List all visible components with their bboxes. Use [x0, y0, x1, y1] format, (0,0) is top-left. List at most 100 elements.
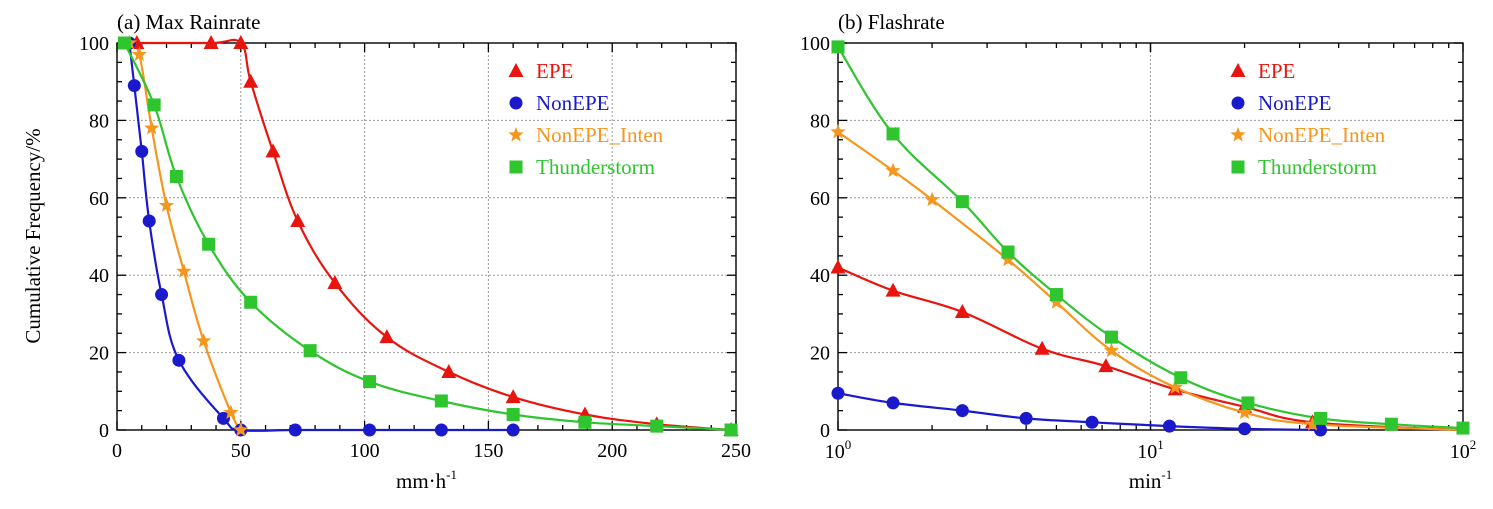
x-axis-label-exponent: -1: [1161, 467, 1172, 482]
panel-b-data-point-thunderstorm: [1001, 245, 1015, 259]
panel-a-data-point-nonepe: [434, 423, 448, 437]
panel-b-x-tick-label: 102: [1450, 437, 1477, 463]
x-tick-base: 10: [825, 441, 845, 463]
panel-b-data-point-nonepe_inten: [1237, 404, 1253, 420]
panel-a-data-point-nonepe: [142, 214, 156, 228]
panel-a-data-point-epe: [379, 329, 395, 344]
panel-b-legend-marker-epe: [1230, 63, 1246, 77]
panel-a-series-line-thunderstorm: [123, 42, 732, 432]
panel-a-data-point-epe: [327, 274, 343, 289]
panel-b-series-line-nonepe_inten: [837, 131, 1464, 432]
panel-a-data-point-epe: [290, 213, 306, 228]
panel-a-x-tick-label: 250: [721, 440, 751, 462]
panel-b-legend-marker-thunderstorm: [1231, 160, 1245, 174]
panel-a-data-point-nonepe: [216, 411, 230, 425]
panel-b-data-point-nonepe_inten: [924, 191, 940, 207]
panel-b-data-point-nonepe: [1019, 411, 1033, 425]
panel-a-data-point-thunderstorm: [147, 98, 161, 112]
panel-a-data-point-thunderstorm: [506, 408, 520, 422]
panel-b-data-point-epe: [830, 259, 846, 274]
panel-b-legend-marker-nonepe: [1231, 96, 1245, 110]
panel-a-data-point-nonepe_inten: [158, 197, 175, 212]
panel-a-x-tick-label: 200: [597, 440, 627, 462]
panel-a-title: (a) Max Rainrate: [117, 10, 260, 34]
panel-b-x-tick-label: 101: [1137, 437, 1164, 463]
panel-a-legend-label-thunderstorm: Thunderstorm: [536, 155, 655, 179]
panel-b-data-point-nonepe: [1238, 422, 1252, 436]
panel-a-data-point-epe: [233, 35, 249, 49]
panel-a-data-point-epe: [265, 143, 281, 158]
x-tick-base: 10: [1450, 441, 1470, 463]
panel-a-x-axis-label: mm·h-1: [396, 467, 457, 493]
panel-a-data-point-nonepe_inten: [196, 333, 212, 348]
panel-a-data-point-thunderstorm: [434, 394, 448, 408]
panel-a-series-line-nonepe_inten: [128, 42, 242, 431]
panel-b-data-point-nonepe_inten: [1000, 251, 1016, 267]
panel-b-y-tick-label: 0: [820, 420, 830, 442]
panel-b-data-point-epe: [954, 303, 970, 318]
panel-a-data-point-nonepe_inten: [131, 46, 147, 62]
panel-a-legend-label-nonepe_inten: NonEPE_Inten: [536, 123, 664, 147]
panel-a-data-point-epe: [441, 363, 457, 378]
panel-b-data-point-thunderstorm: [1241, 396, 1255, 410]
panel-a-data-point-nonepe: [127, 79, 141, 93]
panel-a-data-point-epe: [243, 73, 259, 88]
panel-b-data-point-nonepe_inten: [1304, 416, 1321, 431]
panel-b-legend-label-nonepe: NonEPE: [1258, 91, 1332, 115]
panel-a-legend-label-nonepe: NonEPE: [536, 91, 610, 115]
panel-b-data-point-thunderstorm: [1384, 417, 1398, 431]
x-axis-label-exponent: -1: [446, 467, 457, 482]
panel-a-data-point-thunderstorm: [117, 36, 131, 50]
panel-a-series-line-nonepe: [128, 42, 514, 433]
panel-a-data-point-nonepe: [288, 423, 302, 437]
panel-a-data-point-thunderstorm: [578, 415, 592, 429]
panel-b-data-point-epe: [1098, 358, 1114, 373]
panel-a-frame: [116, 42, 737, 431]
panel-a-data-point-nonepe: [155, 288, 169, 302]
panel-b-legend-marker-nonepe_inten: [1230, 127, 1246, 142]
panel-b-data-point-nonepe: [831, 386, 845, 400]
panel-b-data-point-nonepe: [1314, 423, 1328, 437]
panel-a-data-point-nonepe: [135, 144, 149, 158]
x-tick-exponent: 0: [845, 437, 852, 452]
panel-b-y-tick-label: 80: [810, 110, 830, 132]
panel-a-max-rainrate: 0 20 40 60 80 100 0 50 100 150 200 250 (a) Max Rainr…: [79, 10, 751, 493]
panel-a-data-point-nonepe_inten: [176, 263, 192, 278]
figure-y-axis-label: Cumulative Frequency/%: [21, 128, 45, 343]
panel-a-legend-marker-thunderstorm: [509, 160, 523, 174]
panel-a-data-point-nonepe_inten: [223, 404, 239, 420]
panel-a-y-tick-label: 100: [79, 33, 109, 55]
x-tick-exponent: 1: [1157, 437, 1164, 452]
panel-b-data-point-nonepe_inten: [1048, 294, 1064, 309]
panel-b-data-point-thunderstorm: [1314, 411, 1328, 425]
panel-b-x-tick-label: 100: [825, 437, 852, 463]
panel-b-data-point-nonepe: [1162, 419, 1176, 433]
panel-a-legend-marker-epe: [508, 63, 524, 77]
panel-b-data-point-nonepe_inten: [830, 124, 846, 139]
panel-a-y-tick-label: 60: [89, 188, 109, 210]
x-axis-label-base: mm·h: [396, 469, 447, 493]
panel-b-data-point-epe: [885, 282, 901, 297]
panel-b-legend-label-epe: EPE: [1258, 59, 1295, 83]
panel-a-y-tick-label: 20: [89, 343, 109, 365]
panel-b-data-point-thunderstorm: [1456, 421, 1470, 435]
panel-a-x-tick-label: 50: [231, 440, 251, 462]
panel-b-data-point-thunderstorm: [1104, 330, 1118, 344]
panel-a-data-point-thunderstorm: [303, 344, 317, 358]
panel-a-y-tick-label: 0: [99, 420, 109, 442]
panel-b-y-tick-label: 20: [810, 343, 830, 365]
panel-a-data-point-nonepe: [172, 353, 186, 367]
panel-b-data-point-nonepe_inten: [1103, 342, 1120, 358]
panel-b-legend-label-nonepe_inten: NonEPE_Inten: [1258, 123, 1386, 147]
panel-a-data-point-thunderstorm: [244, 295, 258, 309]
x-axis-label-base: min: [1129, 469, 1162, 493]
panel-b-y-tick-label: 60: [810, 188, 830, 210]
panel-a-legend-marker-nonepe_inten: [508, 127, 524, 142]
panel-b-data-point-epe: [1034, 340, 1050, 355]
panel-a-data-point-thunderstorm: [363, 375, 377, 389]
panel-a-x-tick-label: 150: [473, 440, 503, 462]
panel-b-data-point-thunderstorm: [955, 195, 969, 209]
panel-a-data-point-thunderstorm: [202, 237, 216, 251]
